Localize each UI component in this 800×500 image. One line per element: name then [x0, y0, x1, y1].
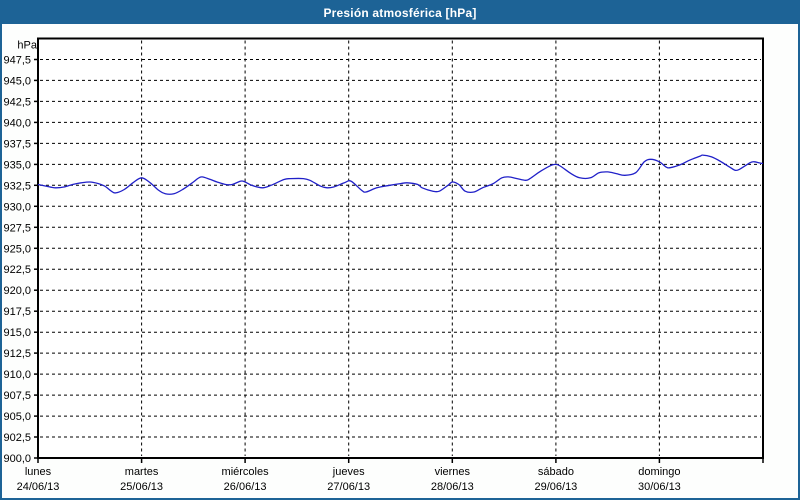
y-tick-label: 935,0 [3, 159, 31, 171]
y-tick-label: 932,5 [3, 180, 31, 192]
y-tick-label: 902,5 [3, 432, 31, 444]
day-name-label: martes [125, 466, 159, 478]
y-tick-label: 900,0 [3, 453, 31, 465]
day-name-label: domingo [638, 466, 680, 478]
day-date-label: 28/06/13 [431, 481, 474, 493]
y-tick-label: 925,0 [3, 243, 31, 255]
pressure-series-line [37, 154, 764, 195]
y-tick-label: 945,0 [3, 75, 31, 87]
y-tick-label: 942,5 [3, 96, 31, 108]
day-name-label: viernes [435, 466, 471, 478]
y-tick-label: 915,0 [3, 327, 31, 339]
y-tick-label: 930,0 [3, 201, 31, 213]
y-tick-label: 927,5 [3, 222, 31, 234]
day-date-label: 30/06/13 [638, 481, 681, 493]
day-name-label: sábado [538, 466, 574, 478]
y-tick-label: 905,0 [3, 411, 31, 423]
title-bar: Presión atmosférica [hPa] [2, 2, 798, 24]
plot-frame [37, 37, 764, 459]
day-date-label: 25/06/13 [120, 481, 163, 493]
y-tick-label: 907,5 [3, 390, 31, 402]
day-name-label: lunes [25, 466, 52, 478]
y-tick-label: 937,5 [3, 138, 31, 150]
day-date-label: 27/06/13 [327, 481, 370, 493]
y-tick-label: 912,5 [3, 348, 31, 360]
y-tick-label: 922,5 [3, 264, 31, 276]
chart-title: Presión atmosférica [hPa] [323, 6, 477, 20]
y-tick-label: 947,5 [3, 55, 31, 67]
day-date-label: 26/06/13 [224, 481, 267, 493]
y-tick-label: 920,0 [3, 285, 31, 297]
day-name-label: jueves [332, 466, 365, 478]
day-name-label: miércoles [222, 466, 270, 478]
y-axis-unit-label: hPa [17, 40, 37, 52]
y-axis: 947,5 945,0 942,5 940,0 937,5 935,0 932,5 930,0… [3, 40, 761, 465]
day-date-label: 24/06/13 [17, 481, 60, 493]
y-tick-label: 940,0 [3, 117, 31, 129]
day-date-label: 29/06/13 [534, 481, 577, 493]
y-tick-label: 917,5 [3, 306, 31, 318]
x-axis: lunes 24/06/13 martes 25/06/13 miércoles 26/0… [17, 40, 764, 493]
y-tick-label: 910,0 [3, 369, 31, 381]
